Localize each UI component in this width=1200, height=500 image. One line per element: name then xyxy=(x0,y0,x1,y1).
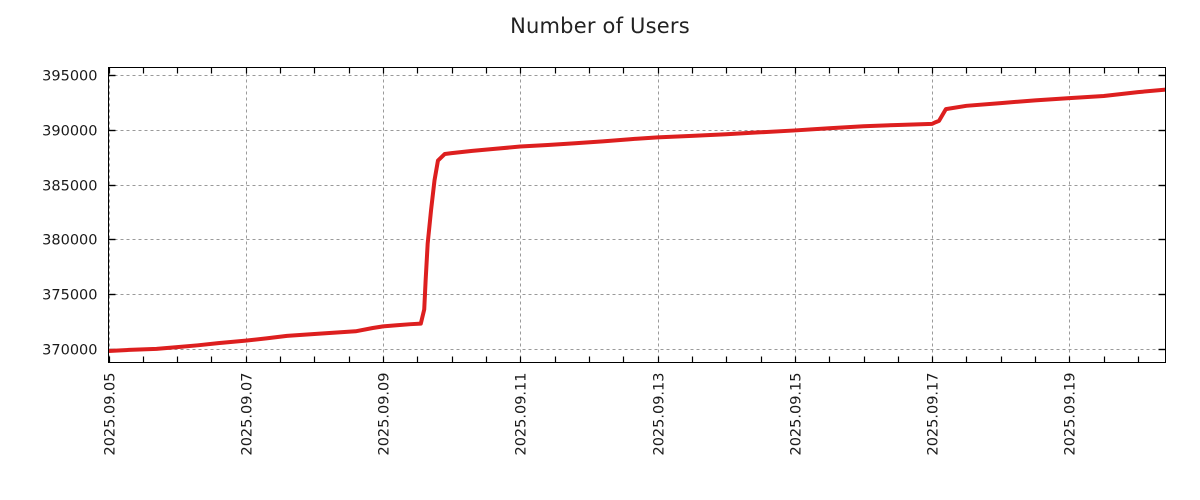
y-axis-tick-label: 395000 xyxy=(42,69,97,85)
y-axis-tick-label: 380000 xyxy=(42,233,97,249)
x-axis-tick-label: 2025.09.05 xyxy=(103,373,119,456)
x-axis-tick-label: 2025.09.11 xyxy=(514,373,530,456)
chart-title: Number of Users xyxy=(510,14,690,38)
x-axis-tick-labels: 2025.09.05 2025.09.07 2025.09.09 2025.09.11… xyxy=(103,373,1079,456)
x-axis-ticks xyxy=(108,67,1140,363)
x-axis-tick-label: 2025.09.19 xyxy=(1063,373,1079,456)
data-series-layer xyxy=(108,87,1166,354)
x-axis-tick-label: 2025.09.09 xyxy=(377,373,393,456)
x-axis-tick-label: 2025.09.13 xyxy=(652,373,668,456)
y-axis-tick-label: 385000 xyxy=(42,179,97,195)
plot-frame xyxy=(108,67,1166,363)
data-line-number-of-users xyxy=(108,87,1166,354)
x-axis-tick-label: 2025.09.07 xyxy=(240,373,256,456)
y-axis-ticks xyxy=(108,74,1166,351)
y-gridlines xyxy=(108,75,1166,350)
y-axis-tick-labels: 370000 375000 380000 385000 390000 395000 xyxy=(42,69,97,359)
x-gridlines xyxy=(109,67,1070,363)
x-axis-tick-label: 2025.09.15 xyxy=(789,373,805,456)
x-axis-tick-label: 2025.09.17 xyxy=(926,373,942,456)
y-axis-tick-label: 390000 xyxy=(42,124,97,140)
y-axis-tick-label: 375000 xyxy=(42,288,97,304)
y-axis-tick-label: 370000 xyxy=(42,343,97,359)
